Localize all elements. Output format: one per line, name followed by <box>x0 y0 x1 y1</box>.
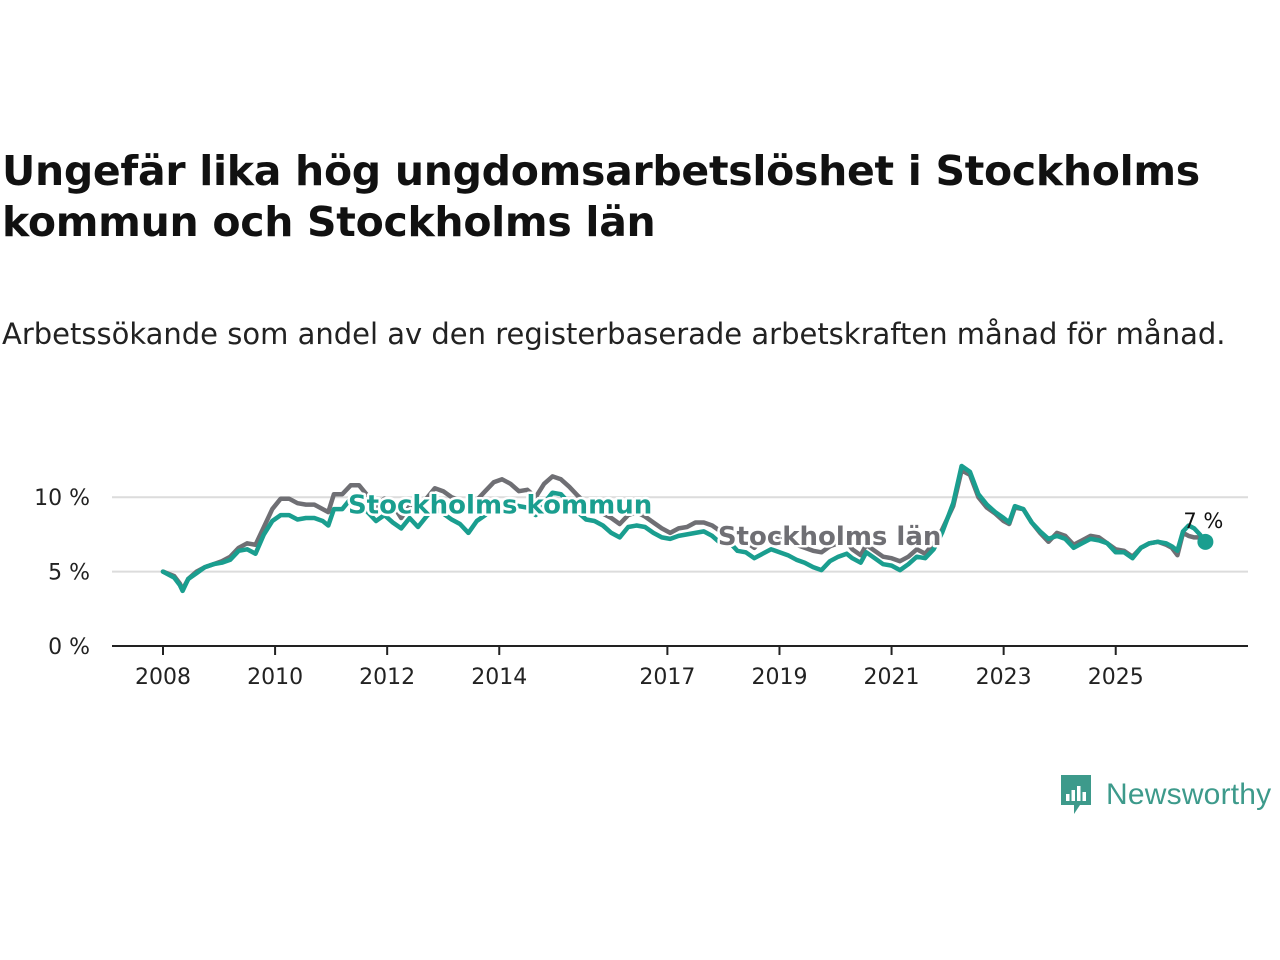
line-chart: 0 %5 %10 % 2008 2010 2012 2014 2017 2019 2021 2… <box>34 463 1248 690</box>
series-line-stockholms-kommun <box>160 463 1208 594</box>
x-tick-label: 2010 <box>247 665 303 690</box>
x-tick-label: 2025 <box>1088 665 1144 690</box>
x-axis-ticks: 2008 2010 2012 2014 2017 2019 2021 2023 2025 <box>135 646 1144 690</box>
x-tick-label: 2012 <box>359 665 415 690</box>
chart-title: Ungefär lika hög ungdomsarbetslöshet i S… <box>2 147 1200 246</box>
series-lines <box>160 463 1208 594</box>
end-point-marker <box>1197 533 1214 550</box>
y-axis-ticks: 0 % 5 % 10 % <box>34 486 90 660</box>
x-tick-label: 2023 <box>976 665 1032 690</box>
series-labels: Stockholms län Stockholms kommun 7 % <box>345 488 1223 554</box>
x-tick-label: 2014 <box>471 665 527 690</box>
end-value-label: 7 % <box>1183 509 1223 533</box>
x-tick-label: 2019 <box>751 665 807 690</box>
y-tick-label: 5 % <box>48 561 90 586</box>
brand-name: Newsworthy <box>1106 778 1272 811</box>
x-tick-label: 2008 <box>135 665 191 690</box>
series-label: Stockholms län <box>718 522 942 552</box>
gridlines <box>112 496 1248 573</box>
chart-subtitle: Arbetssökande som andel av den registerb… <box>2 317 1226 351</box>
y-tick-label: 0 % <box>48 635 90 660</box>
x-tick-label: 2021 <box>864 665 920 690</box>
x-tick-label: 2017 <box>639 665 695 690</box>
newsworthy-logo-icon <box>1061 775 1091 814</box>
y-tick-label: 10 % <box>34 486 90 511</box>
series-label: Stockholms kommun <box>348 491 652 521</box>
newsworthy-brand[interactable]: Newsworthy <box>1058 772 1271 818</box>
